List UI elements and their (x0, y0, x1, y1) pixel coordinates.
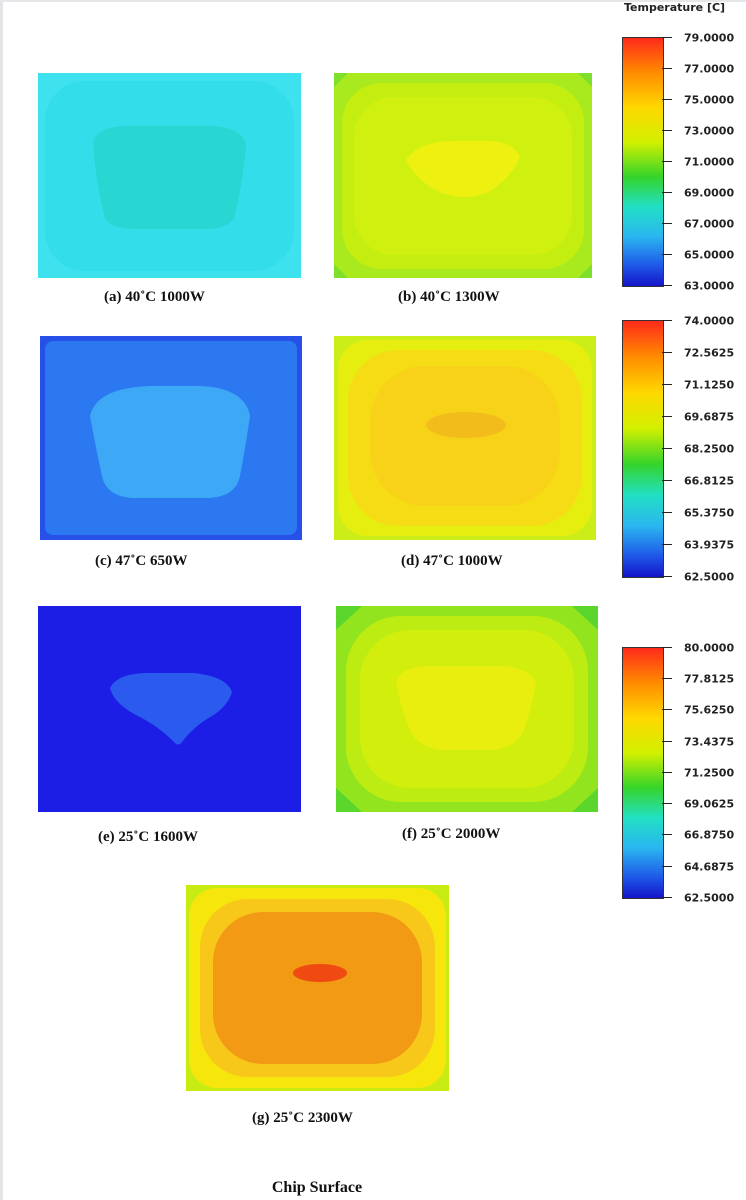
legend-2-tick (662, 576, 672, 577)
legend-2-colorbar (622, 320, 664, 578)
legend-1-tick (662, 68, 672, 69)
legend-1-tick (662, 37, 672, 38)
legend-1-label: 67.0000 (684, 217, 735, 231)
legend-3-label: 66.8750 (684, 828, 735, 842)
legend-1-label: 71.0000 (684, 155, 735, 169)
legend-2-label: 62.5000 (684, 570, 735, 584)
caption-c: (c) 47˚C 650W (95, 553, 188, 569)
caption-g: (g) 25˚C 2300W (252, 1110, 353, 1126)
contour-panel-a (38, 73, 301, 278)
legend-2-label: 72.5625 (684, 346, 735, 360)
legend-3-label: 73.4375 (684, 735, 735, 749)
contour-panel-d (334, 336, 596, 540)
legend-3-label: 75.6250 (684, 703, 735, 717)
legend-2-label: 66.8125 (684, 474, 735, 488)
legend-2-label: 63.9375 (684, 538, 735, 552)
legend-title: Temperature [C] (624, 1, 726, 14)
legend-3-label: 80.0000 (684, 641, 735, 655)
legend-1-label: 69.0000 (684, 186, 735, 200)
legend-1-label: 73.0000 (684, 124, 735, 138)
legend-3-tick (662, 772, 672, 773)
legend-3-tick (662, 741, 672, 742)
legend-3-tick (662, 897, 672, 898)
legend-2-tick (662, 512, 672, 513)
legend-2-tick (662, 384, 672, 385)
caption-e: (e) 25˚C 1600W (98, 829, 198, 845)
contour-panel-c (40, 336, 302, 540)
legend-3-tick (662, 834, 672, 835)
legend-2-label: 68.2500 (684, 442, 735, 456)
page-edge-top (0, 0, 746, 2)
legend-3-label: 69.0625 (684, 797, 735, 811)
legend-1-colorbar (622, 37, 664, 287)
legend-1-tick (662, 223, 672, 224)
caption-a: (a) 40˚C 1000W (104, 289, 205, 305)
caption-b: (b) 40˚C 1300W (398, 289, 500, 305)
caption-f: (f) 25˚C 2000W (402, 826, 501, 842)
legend-1-label: 79.0000 (684, 31, 735, 45)
legend-3-label: 64.6875 (684, 860, 735, 874)
legend-3-tick (662, 678, 672, 679)
legend-1-tick (662, 285, 672, 286)
legend-2-label: 74.0000 (684, 314, 735, 328)
legend-2-label: 71.1250 (684, 378, 735, 392)
legend-3-tick (662, 866, 672, 867)
contour-panel-g (186, 885, 449, 1091)
contour-panel-e (38, 606, 301, 812)
legend-3-label: 71.2500 (684, 766, 735, 780)
legend-1-tick (662, 254, 672, 255)
legend-3-tick (662, 709, 672, 710)
legend-1-label: 63.0000 (684, 279, 735, 293)
legend-1-label: 65.0000 (684, 248, 735, 262)
legend-2-label: 65.3750 (684, 506, 735, 520)
legend-2-tick (662, 416, 672, 417)
legend-3-label: 77.8125 (684, 672, 735, 686)
legend-1-tick (662, 99, 672, 100)
legend-2-label: 69.6875 (684, 410, 735, 424)
legend-2-tick (662, 480, 672, 481)
legend-2-tick (662, 320, 672, 321)
legend-1-tick (662, 192, 672, 193)
page-edge-left (0, 0, 3, 1200)
legend-3-colorbar (622, 647, 664, 899)
legend-2-tick (662, 352, 672, 353)
legend-1-tick (662, 161, 672, 162)
legend-3-tick (662, 803, 672, 804)
contour-panel-f (336, 606, 598, 812)
legend-1-tick (662, 130, 672, 131)
legend-1-label: 75.0000 (684, 93, 735, 107)
legend-2-tick (662, 448, 672, 449)
contour-panel-b (334, 73, 592, 278)
legend-3-label: 62.5000 (684, 891, 735, 905)
caption-d: (d) 47˚C 1000W (401, 553, 503, 569)
legend-1-label: 77.0000 (684, 62, 735, 76)
figure-footer: Chip Surface (271, 1179, 363, 1196)
legend-3-tick (662, 647, 672, 648)
legend-2-tick (662, 544, 672, 545)
